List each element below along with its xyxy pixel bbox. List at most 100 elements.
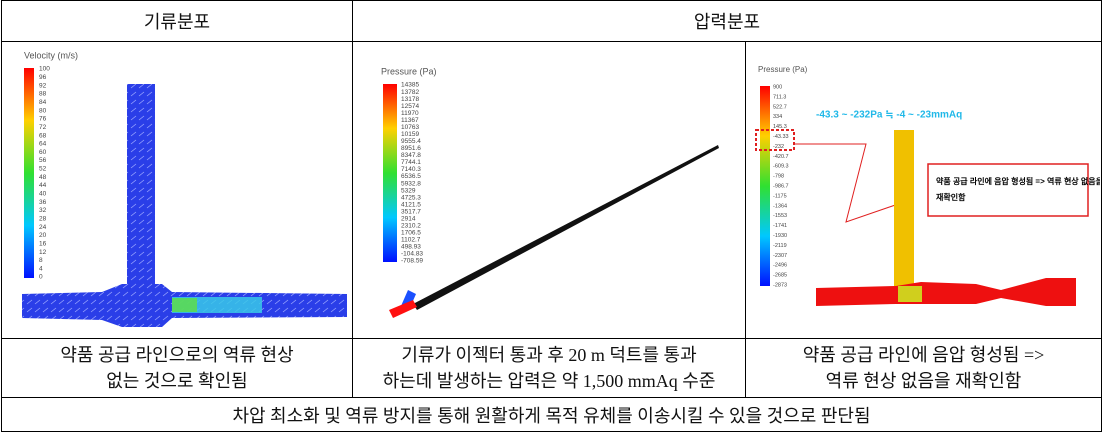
legend-label: 52 (39, 166, 47, 173)
header-cell: 압력분포 (353, 1, 1102, 42)
pressure-image: Pressure (Pa) 14385137821317812574119701… (353, 42, 744, 338)
legend-label: 40 (39, 191, 47, 198)
caption-line: 기류가 이젝터 통과 후 20 m 덕트를 통과 (353, 342, 745, 368)
legend-label: 1706.5 (401, 230, 421, 237)
legend-title: Pressure (Pa) (758, 65, 808, 74)
legend-label: 16 (39, 240, 47, 247)
legend-label: 32 (39, 207, 47, 214)
duct (413, 145, 719, 310)
callout-text: 재확인함 (936, 192, 966, 202)
legend-label: -2685 (773, 273, 787, 279)
legend-label: 11367 (401, 117, 419, 124)
page: 기류분포 압력분포 Velocity (m/s) 100969288848076… (0, 0, 1102, 436)
legend-label: 10763 (401, 124, 419, 131)
legend-label: 5329 (401, 187, 416, 194)
legend-label: 64 (39, 141, 47, 148)
junction (898, 286, 922, 302)
legend-label: 8951.6 (401, 145, 421, 152)
legend-label: 100 (39, 66, 50, 73)
legend-label: 4 (39, 265, 43, 272)
legend-label: 80 (39, 107, 47, 114)
legend-label: -2307 (773, 253, 787, 259)
caption-line: 약품 공급 라인에 음압 형성됨 => (746, 342, 1101, 368)
horizontal-pipe (816, 278, 1076, 306)
legend-label: -1930 (773, 233, 787, 239)
colorbar (760, 86, 770, 286)
velocity-image: Velocity (m/s) 1009692888480767268646056… (2, 42, 351, 338)
colorbar (383, 84, 397, 262)
legend-label: -798 (773, 174, 784, 180)
leader-line (794, 144, 904, 222)
legend-label: 3517.7 (401, 208, 421, 215)
legend-label: 2914 (401, 215, 416, 222)
legend-label: 48 (39, 174, 47, 181)
legend-label: 24 (39, 224, 47, 231)
legend-label: 10159 (401, 131, 419, 138)
legend-label: -2873 (773, 282, 787, 288)
legend-label: 13178 (401, 96, 419, 103)
legend-label: 522.7 (773, 104, 787, 110)
legend-label: 28 (39, 215, 47, 222)
legend-label: 8347.8 (401, 152, 421, 159)
callout-box (928, 164, 1088, 216)
legend-label: -2119 (773, 243, 787, 249)
legend-label: 0 (39, 274, 43, 281)
legend-label: 44 (39, 182, 47, 189)
legend-label: 334 (773, 114, 782, 120)
legend-label: 4725.3 (401, 194, 421, 201)
legend-label: -104.83 (401, 251, 423, 258)
legend-label: 6536.5 (401, 173, 421, 180)
legend-label: -1741 (773, 223, 787, 229)
caption-line: 약품 공급 라인으로의 역류 현상 (2, 342, 352, 368)
legend-label: -986.7 (773, 183, 789, 189)
legend-label: 76 (39, 116, 47, 123)
caption-line: 역류 현상 없음을 재확인함 (746, 368, 1101, 394)
legend-label: 12574 (401, 103, 419, 110)
legend-label: 145.3 (773, 124, 787, 130)
legend-label: 900 (773, 84, 782, 90)
legend-label: 60 (39, 149, 47, 156)
legend-label: 56 (39, 157, 47, 164)
vertical-pipe (894, 130, 914, 290)
legend-label: 11970 (401, 110, 419, 117)
legend-label: 20 (39, 232, 47, 239)
legend-label: 92 (39, 82, 47, 89)
legend-label: 8 (39, 257, 43, 264)
annotation: -43.3 ~ -232Pa ≒ -4 ~ -23mmAq (816, 110, 962, 121)
conclusion-cell: 차압 최소화 및 역류 방지를 통해 원활하게 목적 유체를 이송시킬 수 있을… (2, 398, 1102, 432)
legend-label: 4121.5 (401, 201, 421, 208)
legend-label: 96 (39, 74, 47, 81)
callout-text: 약품 공급 라인에 음압 형성됨 => 역류 현상 없음을 (936, 176, 1100, 186)
caption-line: 하는데 발생하는 압력은 약 1,500 mmAq 수준 (353, 368, 745, 394)
vertical-pipe (127, 84, 155, 294)
header-cell: 기류분포 (2, 1, 353, 42)
legend-label: -609.3 (773, 164, 789, 170)
legend-label: -1364 (773, 203, 787, 209)
colorbar (24, 68, 34, 278)
caption-line: 없는 것으로 확인됨 (2, 368, 352, 394)
legend-label: 13782 (401, 89, 419, 96)
legend-label: 72 (39, 124, 47, 131)
caption-cell: 약품 공급 라인에 음압 형성됨 =>역류 현상 없음을 재확인함 (746, 339, 1102, 398)
flow-core (172, 298, 197, 312)
legend-title: Velocity (m/s) (24, 50, 78, 60)
legend-label: 7744.1 (401, 159, 421, 166)
legend-label: 14385 (401, 82, 419, 89)
legend-label: -708.59 (401, 258, 423, 265)
legend-label: -1175 (773, 193, 787, 199)
legend-label: 711.3 (773, 94, 786, 100)
legend-label: -1553 (773, 213, 787, 219)
pressure-image: Pressure (Pa) -43.3 ~ -232Pa ≒ -4 ~ -23m… (746, 42, 1100, 338)
legend-label: 2310.2 (401, 223, 421, 230)
legend-label: 36 (39, 199, 47, 206)
legend-label: 84 (39, 99, 47, 106)
legend-label: -420.7 (773, 154, 789, 160)
legend-label: 9555.4 (401, 138, 421, 145)
legend-label: -232 (773, 144, 784, 150)
legend-label: 12 (39, 249, 47, 256)
legend-label: 1102.7 (401, 237, 421, 244)
